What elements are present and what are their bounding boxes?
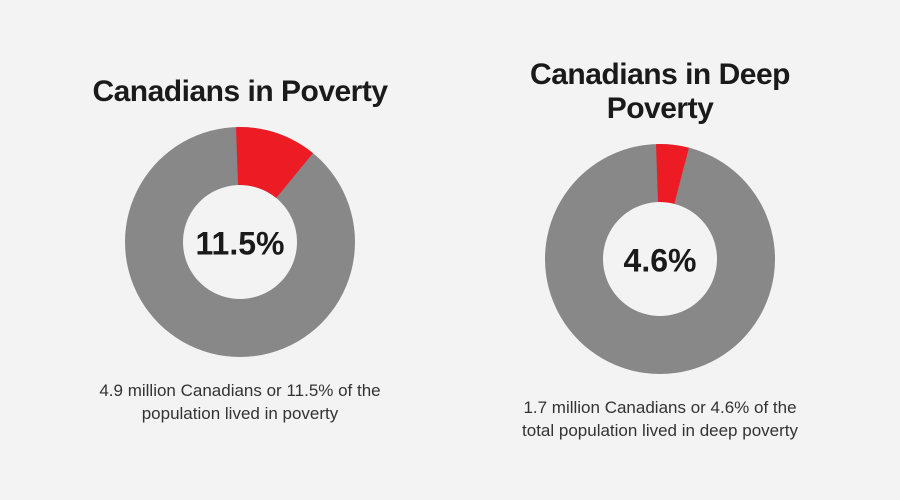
donut-center-label: 11.5% bbox=[196, 226, 285, 263]
donut-center-label: 4.6% bbox=[624, 243, 697, 280]
donut-chart: 4.6% bbox=[545, 144, 775, 379]
panel-title: Canadians in Poverty bbox=[92, 75, 387, 109]
panel-caption: 4.9 million Canadians or 11.5% of the po… bbox=[95, 380, 385, 426]
panel-title: Canadians in Deep Poverty bbox=[490, 58, 830, 126]
donut-chart: 11.5% bbox=[125, 127, 355, 362]
poverty-panel: Canadians in Poverty 11.5% 4.9 million C… bbox=[70, 75, 410, 426]
deep-poverty-panel: Canadians in Deep Poverty 4.6% 1.7 milli… bbox=[490, 58, 830, 443]
panel-caption: 1.7 million Canadians or 4.6% of the tot… bbox=[515, 397, 805, 443]
